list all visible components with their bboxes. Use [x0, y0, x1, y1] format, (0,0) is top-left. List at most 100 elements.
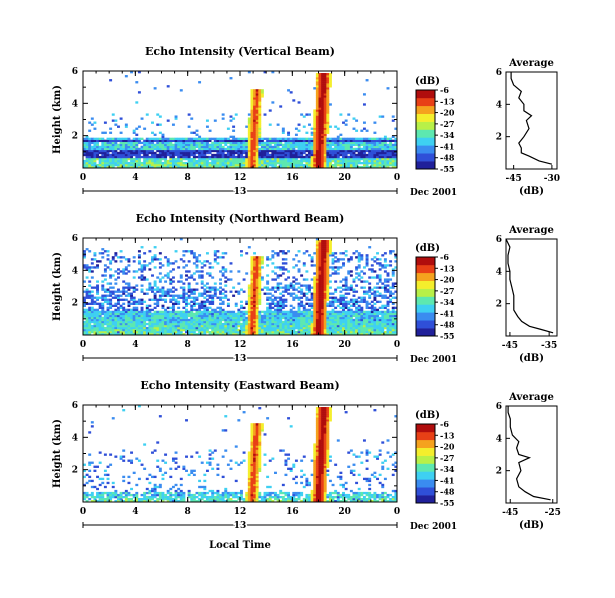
heatmap-cell	[174, 328, 178, 332]
heatmap-cell	[253, 103, 256, 106]
heatmap-cell	[213, 328, 217, 332]
heatmap-cell	[284, 288, 288, 291]
heatmap-cell	[198, 139, 202, 143]
heatmap-cell	[96, 328, 99, 332]
heatmap-cell	[234, 304, 238, 308]
heatmap-cell	[156, 145, 160, 149]
heatmap-cell	[182, 266, 186, 269]
heatmap-cell	[365, 320, 369, 324]
heatmap-cell	[294, 318, 298, 322]
heatmap-cell	[357, 149, 361, 153]
heatmap-cell	[122, 320, 126, 324]
heatmap-cell	[245, 145, 249, 149]
heatmap-cell	[328, 332, 332, 336]
heatmap-cell	[171, 280, 175, 283]
heatmap-cell	[151, 155, 154, 159]
heatmap-cell	[106, 308, 110, 312]
heatmap-cell	[203, 312, 207, 316]
heatmap-cell	[140, 300, 144, 303]
heatmap-cell	[237, 153, 241, 157]
heatmap-cell	[357, 272, 361, 275]
heatmap-cell	[190, 161, 194, 165]
heatmap-cell	[318, 314, 322, 318]
heatmap-cell	[111, 161, 115, 165]
heatmap-cell	[174, 165, 178, 169]
heatmap-cell	[347, 159, 351, 163]
heatmap-cell	[365, 300, 369, 303]
heatmap-cell	[219, 256, 222, 259]
heatmap-cell	[242, 141, 246, 145]
heatmap-cell	[245, 141, 249, 145]
heatmap-cell	[294, 165, 298, 169]
heatmap-cell	[292, 165, 296, 169]
heatmap-cell	[284, 149, 288, 153]
heatmap-cell	[365, 147, 369, 151]
heatmap-cell	[344, 143, 348, 147]
heatmap-cell	[135, 159, 139, 163]
heatmap-cell	[287, 147, 291, 151]
heatmap-cell	[323, 109, 327, 112]
heatmap-cell	[305, 165, 309, 169]
heatmap-cell	[185, 322, 188, 326]
heatmap-cell	[313, 135, 317, 138]
heatmap-cell	[171, 328, 175, 332]
heatmap-cell	[245, 332, 249, 336]
heatmap-cell	[124, 153, 128, 157]
heatmap-cell	[258, 125, 262, 128]
heatmap-cell	[253, 296, 256, 299]
heatmap-cell	[156, 288, 160, 291]
heatmap-cell	[383, 157, 387, 161]
heatmap-cell	[271, 316, 275, 320]
heatmap-cell	[313, 165, 317, 169]
heatmap-cell	[258, 127, 262, 130]
heatmap-cell	[192, 316, 196, 320]
heatmap-cell	[381, 143, 385, 147]
heatmap-cell	[119, 304, 123, 308]
heatmap-cell	[308, 284, 311, 287]
heatmap-cell	[247, 127, 251, 130]
heatmap-cell	[109, 318, 113, 322]
heatmap-cell	[368, 155, 372, 159]
heatmap-cell	[389, 159, 393, 163]
heatmap-cell	[339, 322, 343, 326]
heatmap-cell	[362, 322, 366, 326]
heatmap-cell	[190, 117, 194, 120]
heatmap-cell	[124, 332, 128, 336]
heatmap-cell	[203, 165, 207, 169]
heatmap-cell	[292, 141, 296, 145]
heatmap-cell	[326, 163, 330, 167]
heatmap-cell	[106, 332, 110, 336]
heatmap-cell	[234, 326, 238, 330]
heatmap-cell	[98, 252, 102, 255]
heatmap-cell	[271, 314, 275, 318]
heatmap-cell	[250, 312, 254, 316]
heatmap-cell	[336, 145, 340, 149]
colorbar-tick-label: -41	[440, 141, 454, 151]
heatmap-cell	[117, 151, 120, 155]
heatmap-cell	[234, 145, 238, 149]
heatmap-cell	[137, 163, 141, 167]
heatmap-cell	[211, 145, 215, 149]
heatmap-cell	[370, 330, 374, 334]
heatmap-cell	[166, 274, 170, 277]
heatmap-cell	[302, 262, 306, 265]
heatmap-cell	[318, 280, 322, 283]
heatmap-cell	[331, 332, 335, 336]
heatmap-cell	[258, 314, 262, 318]
heatmap-cell	[90, 314, 94, 318]
heatmap-cell	[245, 312, 249, 316]
heatmap-cell	[179, 274, 183, 277]
heatmap-cell	[190, 296, 194, 299]
heatmap-cell	[318, 83, 322, 86]
heatmap-cell	[308, 163, 311, 167]
heatmap-cell	[98, 326, 102, 330]
heatmap-cell	[250, 306, 254, 310]
heatmap-cell	[195, 143, 199, 147]
heatmap-cell	[323, 89, 327, 92]
heatmap-cell	[98, 163, 102, 167]
heatmap-cell	[268, 296, 272, 299]
heatmap-cell	[253, 107, 256, 110]
heatmap-cell	[326, 276, 330, 279]
heatmap-cell	[355, 312, 359, 316]
heatmap-cell	[310, 278, 314, 281]
